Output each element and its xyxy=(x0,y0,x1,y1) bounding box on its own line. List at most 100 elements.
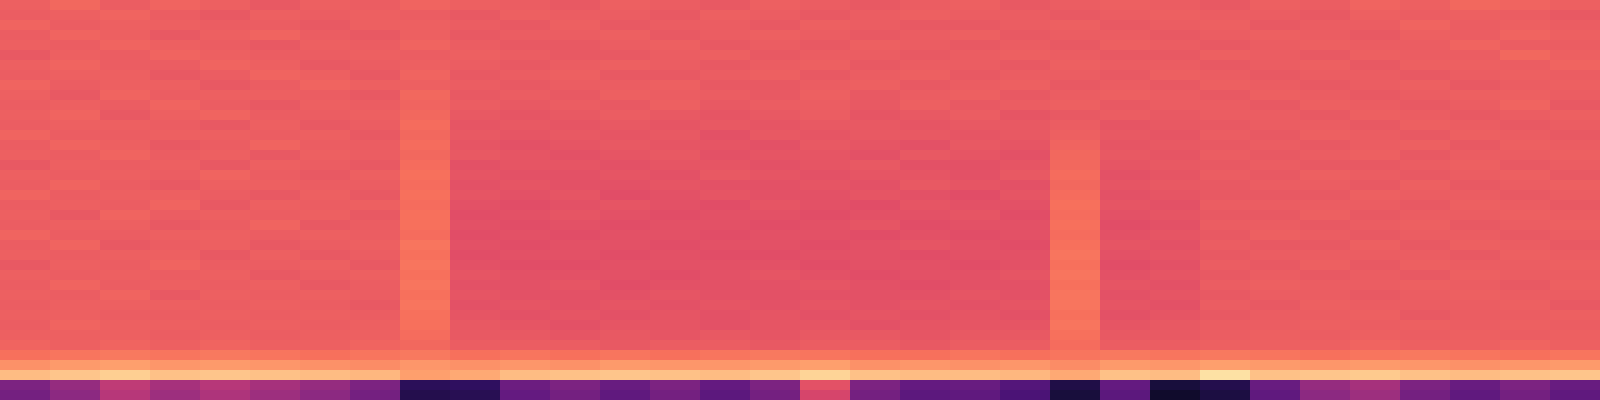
cell xyxy=(1550,280,1600,291)
cell xyxy=(900,20,951,31)
cell xyxy=(1200,300,1251,311)
cell xyxy=(200,90,251,101)
cell xyxy=(400,380,451,391)
cell xyxy=(750,300,801,311)
cell xyxy=(750,50,801,61)
cell xyxy=(1450,200,1501,211)
cell xyxy=(1150,150,1201,161)
cell xyxy=(650,20,701,31)
cell xyxy=(1100,130,1151,141)
cell xyxy=(1350,0,1401,11)
cell xyxy=(650,140,701,151)
cell xyxy=(1550,170,1600,181)
cell xyxy=(300,310,351,321)
cell xyxy=(1050,310,1101,321)
cell xyxy=(1050,360,1101,371)
cell xyxy=(1200,130,1251,141)
cell xyxy=(550,140,601,151)
cell xyxy=(1450,30,1501,41)
cell xyxy=(550,120,601,131)
cell xyxy=(450,160,501,171)
cell xyxy=(950,40,1001,51)
cell xyxy=(1300,30,1351,41)
cell xyxy=(0,270,51,281)
cell xyxy=(1350,150,1401,161)
cell xyxy=(900,150,951,161)
cell xyxy=(1500,100,1551,111)
cell xyxy=(500,110,551,121)
cell xyxy=(1350,320,1401,331)
cell xyxy=(800,110,851,121)
cell xyxy=(1500,280,1551,291)
cell xyxy=(1100,100,1151,111)
cell xyxy=(350,60,401,71)
cell xyxy=(1550,190,1600,201)
cell xyxy=(700,240,751,251)
cell xyxy=(1000,100,1051,111)
cell xyxy=(600,300,651,311)
cell xyxy=(100,140,151,151)
cell xyxy=(1050,140,1101,151)
cell xyxy=(1150,0,1201,11)
cell xyxy=(1150,110,1201,121)
cell xyxy=(200,150,251,161)
cell xyxy=(50,170,101,181)
cell xyxy=(1000,220,1051,231)
cell xyxy=(700,320,751,331)
cell xyxy=(650,180,701,191)
cell xyxy=(650,40,701,51)
cell xyxy=(850,350,901,361)
cell xyxy=(1100,50,1151,61)
cell xyxy=(0,210,51,221)
cell xyxy=(1150,240,1201,251)
cell xyxy=(1500,260,1551,271)
cell xyxy=(350,90,401,101)
cell xyxy=(850,290,901,301)
cell xyxy=(1200,370,1251,381)
cell xyxy=(950,390,1001,400)
cell xyxy=(1250,310,1301,321)
cell xyxy=(700,170,751,181)
cell xyxy=(1250,50,1301,61)
cell xyxy=(600,70,651,81)
cell xyxy=(200,10,251,21)
cell xyxy=(900,250,951,261)
cell xyxy=(1000,140,1051,151)
cell xyxy=(850,340,901,351)
cell xyxy=(950,210,1001,221)
cell xyxy=(1100,80,1151,91)
cell xyxy=(600,390,651,400)
cell xyxy=(1050,30,1101,41)
cell xyxy=(950,0,1001,11)
cell xyxy=(1400,200,1451,211)
cell xyxy=(1000,340,1051,351)
cell xyxy=(500,370,551,381)
cell xyxy=(1000,0,1051,11)
cell xyxy=(550,290,601,301)
cell xyxy=(1200,80,1251,91)
cell xyxy=(1100,280,1151,291)
cell xyxy=(700,350,751,361)
cell xyxy=(1200,220,1251,231)
cell xyxy=(200,20,251,31)
cell xyxy=(300,30,351,41)
cell xyxy=(1050,70,1101,81)
cell xyxy=(700,360,751,371)
cell xyxy=(1400,210,1451,221)
cell xyxy=(1350,180,1401,191)
cell xyxy=(600,80,651,91)
cell xyxy=(800,340,851,351)
cell xyxy=(150,380,201,391)
cell xyxy=(650,190,701,201)
cell xyxy=(1100,290,1151,301)
cell xyxy=(1150,60,1201,71)
cell xyxy=(1100,310,1151,321)
cell xyxy=(1450,250,1501,261)
cell xyxy=(1050,0,1101,11)
cell xyxy=(1400,80,1451,91)
cell xyxy=(200,140,251,151)
cell xyxy=(100,160,151,171)
cell xyxy=(150,60,201,71)
cell xyxy=(850,230,901,241)
cell xyxy=(1000,360,1051,371)
